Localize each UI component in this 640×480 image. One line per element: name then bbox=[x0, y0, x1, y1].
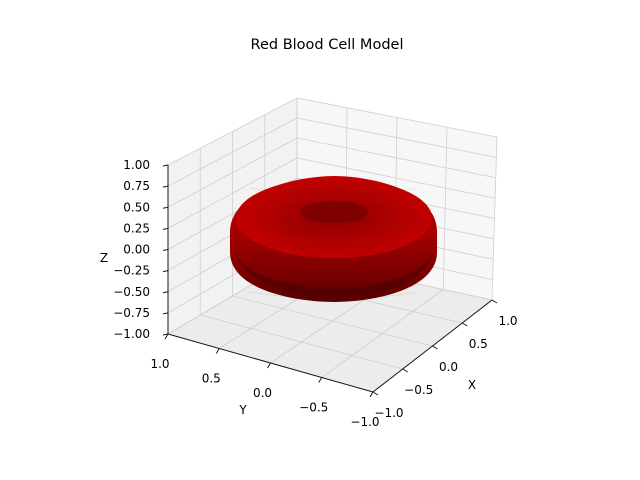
z-tick bbox=[162, 185, 169, 188]
surface-latitude-line bbox=[241, 213, 427, 222]
z-tick bbox=[162, 164, 169, 167]
z-tick-label: −0.25 bbox=[113, 264, 150, 278]
x-tick-label: 1.0 bbox=[498, 314, 517, 328]
surface-latitude-line bbox=[245, 200, 423, 209]
surface-longitude-line bbox=[282, 252, 286, 295]
z-tick-label: 0.75 bbox=[123, 179, 150, 193]
y-tick-label: −0.5 bbox=[299, 401, 328, 415]
torus-lower-shade bbox=[236, 255, 432, 298]
y-tick bbox=[267, 362, 271, 369]
chart-title: Red Blood Cell Model bbox=[251, 37, 404, 53]
surface-latitude-line bbox=[249, 187, 419, 196]
z-tick bbox=[162, 291, 169, 294]
z-tick-label: 0.50 bbox=[123, 200, 150, 214]
z-tick-label: −0.75 bbox=[113, 306, 150, 320]
y-tick bbox=[318, 377, 323, 383]
surface-latitude-line bbox=[249, 291, 419, 300]
surface-longitude-line bbox=[359, 256, 361, 299]
y-tick bbox=[164, 333, 169, 340]
x-gridline bbox=[200, 314, 403, 370]
y-tick bbox=[215, 348, 220, 354]
z-tick-label: −0.50 bbox=[113, 285, 150, 299]
z-tick-label: −1.00 bbox=[113, 327, 150, 341]
surface-latitude-line bbox=[237, 252, 431, 261]
x-gridline bbox=[232, 295, 433, 347]
z-tick bbox=[162, 227, 169, 230]
x-tick bbox=[402, 368, 409, 373]
surface-latitude-line bbox=[237, 226, 431, 235]
y-tick bbox=[369, 391, 374, 398]
surface-latitude-line bbox=[241, 265, 427, 274]
ticks: 1.000.750.500.250.00−0.25−0.50−0.75−1.00… bbox=[113, 158, 517, 429]
pane-floor bbox=[168, 258, 492, 392]
x-tick bbox=[461, 322, 468, 327]
surface-latitude-line bbox=[245, 278, 423, 287]
z-tick bbox=[162, 249, 169, 251]
x-gridline bbox=[491, 136, 498, 301]
x-tick bbox=[491, 299, 498, 304]
surface-longitude-line bbox=[428, 228, 433, 272]
y-tick-label: 0.0 bbox=[253, 386, 272, 400]
z-tick bbox=[162, 206, 169, 209]
surface-longitude-line bbox=[402, 246, 407, 289]
surface-mesh bbox=[231, 187, 437, 300]
red-blood-cell-surface bbox=[230, 176, 437, 302]
x-tick-label: 0.5 bbox=[469, 337, 488, 351]
z-tick-label: 0.00 bbox=[123, 243, 150, 257]
surface-longitude-line bbox=[261, 246, 266, 289]
x-tick-label: −0.5 bbox=[404, 383, 433, 397]
surface-longitude-line bbox=[231, 217, 237, 263]
x-tick-label: −1.0 bbox=[374, 406, 403, 420]
z-tick bbox=[162, 312, 169, 315]
z-tick bbox=[162, 270, 169, 273]
x-tick bbox=[372, 391, 379, 396]
x-tick bbox=[432, 345, 438, 350]
x-tick-label: 0.0 bbox=[439, 360, 458, 374]
z-tick-label: 0.25 bbox=[123, 221, 150, 235]
surface-longitude-line bbox=[307, 256, 309, 299]
surface-longitude-line bbox=[418, 237, 423, 282]
surface-longitude-line bbox=[382, 252, 386, 295]
x-gridline bbox=[442, 127, 448, 290]
z-axis-title: Z bbox=[100, 251, 108, 265]
x-axis-title: X bbox=[468, 378, 476, 392]
z-tick-label: 1.00 bbox=[123, 158, 150, 172]
surface-longitude-line bbox=[235, 228, 240, 272]
torus-center-dimple bbox=[300, 201, 368, 223]
y-axis-title: Y bbox=[238, 403, 247, 417]
y-tick-label: 1.0 bbox=[150, 357, 169, 371]
surface-longitude-line bbox=[431, 217, 437, 263]
surface-longitude-line bbox=[245, 237, 250, 282]
y-tick-label: 0.5 bbox=[202, 372, 221, 386]
y-tick-label: −1.0 bbox=[350, 415, 379, 429]
z-tick bbox=[162, 333, 169, 336]
surface-latitude-line bbox=[233, 239, 435, 248]
